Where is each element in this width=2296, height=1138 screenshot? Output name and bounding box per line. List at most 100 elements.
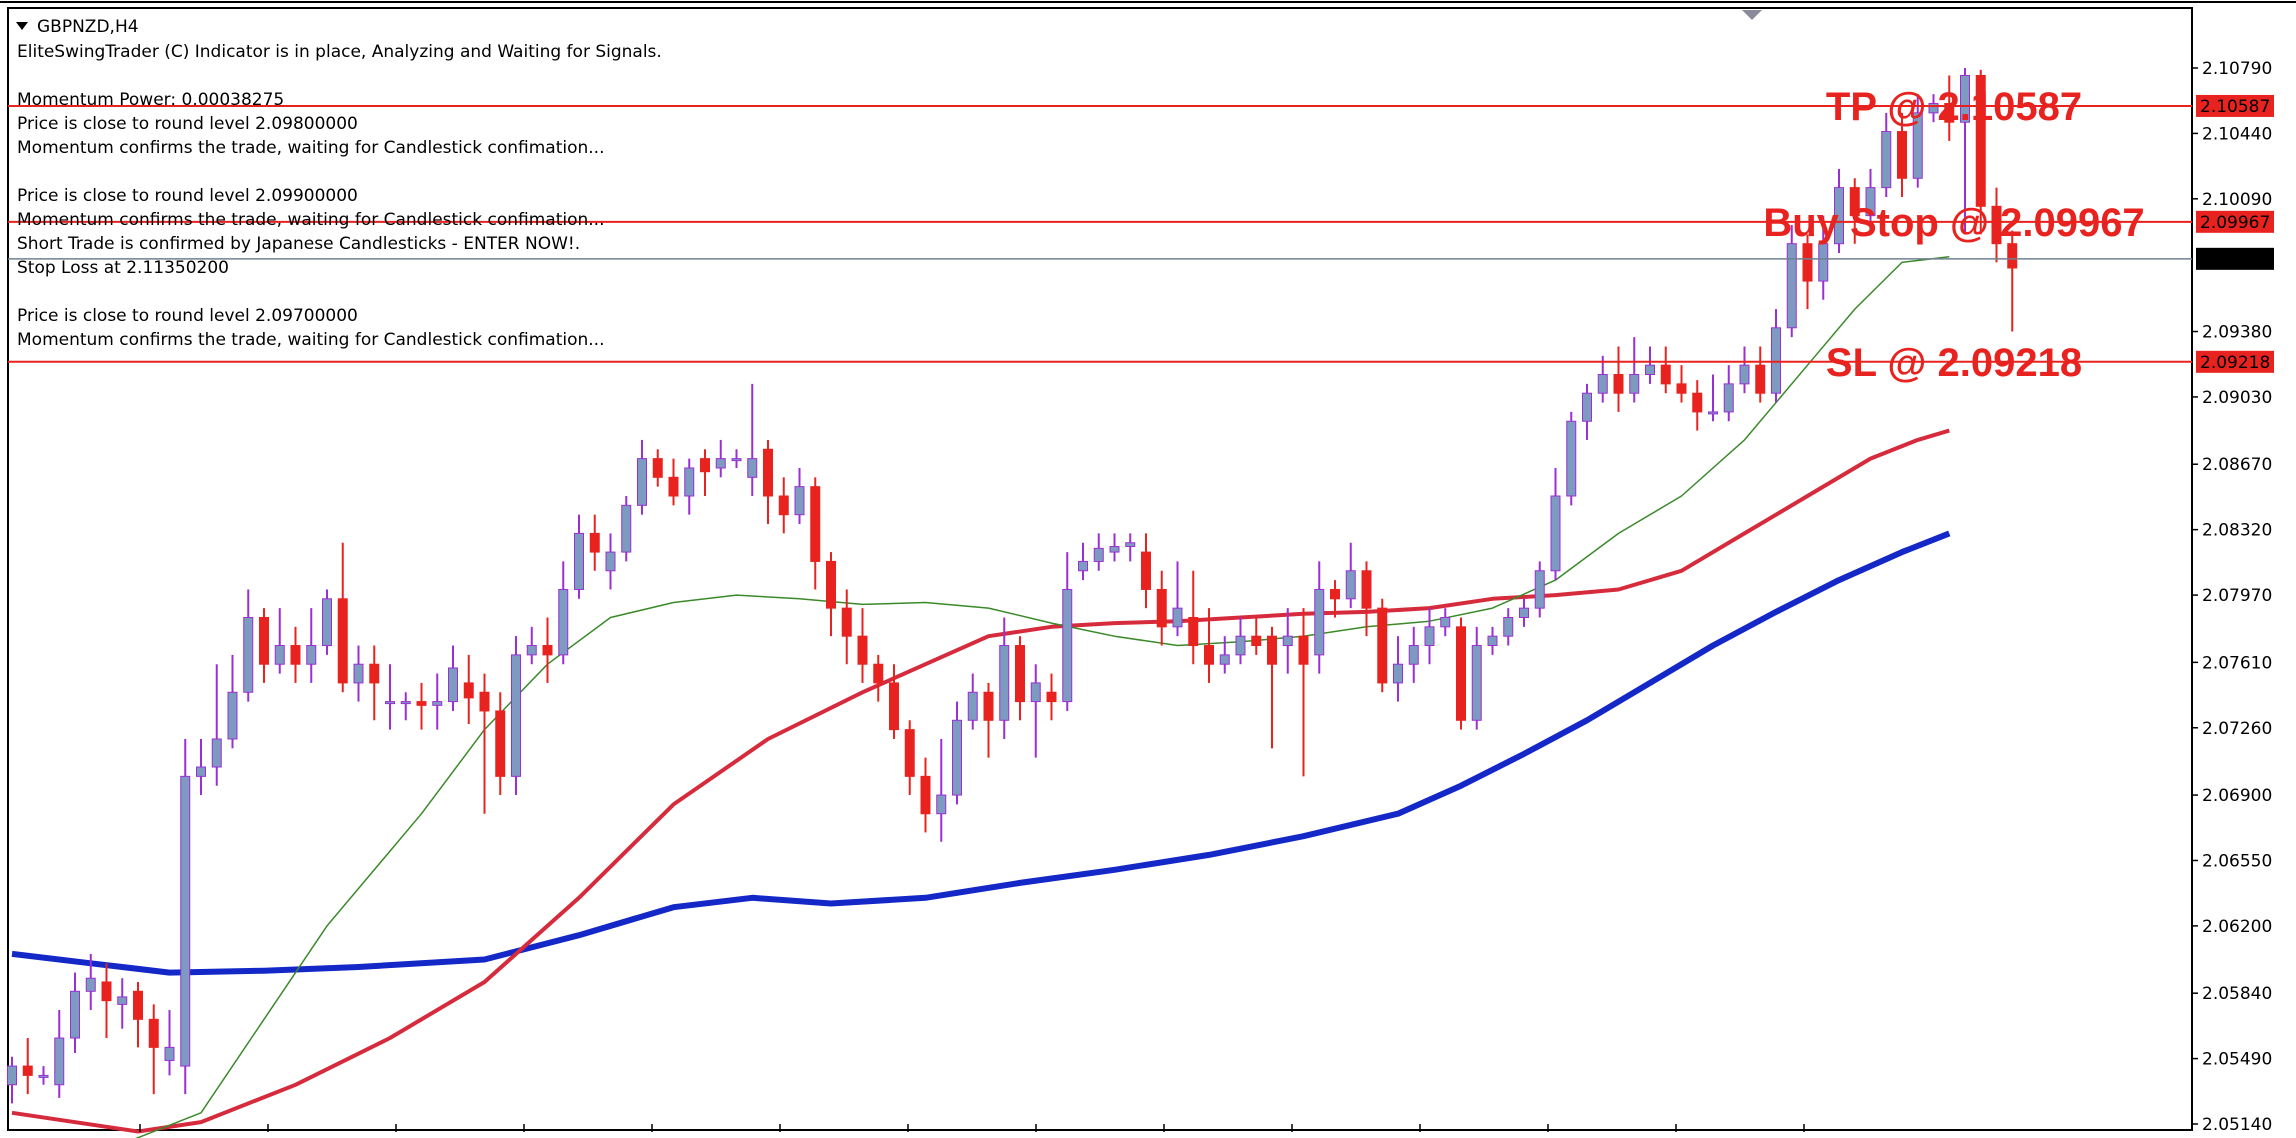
candle-bull [1125,542,1136,547]
y-tick-label: 2.10440 [2202,124,2272,144]
candle-bear [1944,103,1955,123]
y-tick-label: 2.10090 [2202,190,2272,210]
y-tick-label: 2.08670 [2202,455,2272,475]
candle-bull [747,458,758,478]
candle-bear [857,635,868,665]
level-price-tag: 2.09218 [2200,353,2270,373]
candle-bull [7,1065,17,1086]
indicator-message-line: Price is close to round level 2.09800000 [17,114,358,134]
y-tick-label: 2.05840 [2202,984,2272,1004]
candle-bear [1802,243,1813,282]
candle-bull [1172,607,1183,628]
candle-bull [715,458,726,469]
candle-bear [1660,364,1671,385]
candle-bull [1393,663,1403,684]
indicator-message-line: Short Trade is confirmed by Japanese Can… [17,234,580,254]
candle-bull [1566,420,1577,497]
candle-bull [1093,547,1104,562]
indicator-message-line: Momentum confirms the trade, waiting for… [17,210,604,230]
candle-bear [1046,691,1057,703]
candle-bull [70,990,80,1039]
candle-bear [133,990,143,1020]
ma-line-blue [11,530,1951,976]
candle-bull [1062,588,1073,703]
indicator-message-line: Price is close to round level 2.09700000 [17,306,358,326]
candle-bull [999,645,1010,721]
candle-bear [1015,645,1025,703]
scroll-marker-icon[interactable] [1742,10,1762,20]
candle-bull [1818,243,1829,282]
dropdown-triangle-icon[interactable] [16,22,28,30]
indicator-message-line: Momentum confirms the trade, waiting for… [17,330,604,350]
candle-bull [637,458,647,506]
candle-bear [826,560,836,609]
candle-bear [810,486,821,562]
candle-bull [1519,607,1529,618]
candle-bull [85,977,96,992]
current-price-tag: 2.09769 [2200,250,2270,270]
candle-bull [1440,616,1451,628]
y-tick-label: 2.07970 [2202,586,2272,606]
candle-bear [778,495,789,516]
candle-bull [1582,392,1592,422]
candle-bear [259,616,269,665]
candle-bear [841,607,852,637]
moving-average-layer [11,256,1951,1138]
candle-bull [400,701,411,705]
indicator-message-line: Price is close to round level 2.09900000 [17,186,358,206]
y-tick-label: 2.08320 [2202,521,2272,541]
candle-bull [180,775,191,1067]
candle-bull [731,458,742,462]
candle-bear [416,701,427,706]
candle-bear [668,476,679,497]
candle-bear [700,458,710,473]
candle-bear [337,598,348,684]
indicator-message-line: Momentum Power: 0.00038275 [17,90,284,110]
candle-bear [22,1065,33,1076]
candle-bull [967,691,978,721]
candle-bull [1834,187,1844,245]
candle-bear [1141,551,1151,590]
candle-bull [1865,187,1876,217]
candle-bear [1897,131,1907,179]
level-price-tag-bg [2196,350,2274,373]
candle-bull [1424,626,1435,647]
candle-bear [479,691,490,712]
candle-bull [794,486,805,516]
candle-bull [1739,364,1750,385]
candle-bull [1534,570,1545,609]
y-tick-label: 2.06900 [2202,786,2272,806]
candle-bull [526,645,537,656]
candle-bear [1991,205,2002,245]
level-price-tag: 2.10587 [2200,97,2270,117]
candle-bull [322,598,332,647]
candle-bear [1849,187,1860,217]
candle-bull [1960,74,1970,123]
candle-bear [1156,588,1167,628]
symbol-title: GBPNZD,H4 [37,17,139,37]
candle-bear [904,729,915,777]
candle-bear [495,710,506,777]
candle-bear [2007,243,2018,269]
candle-bear [889,682,899,731]
candle-bull [432,701,443,706]
current-price-tag-bg [2196,247,2274,270]
candle-bull [511,654,521,777]
level-price-tag: 2.09967 [2200,213,2270,233]
level-label: TP @ 2.10587 [1826,85,2082,129]
candle-bear [1377,607,1388,684]
candle-bear [1204,645,1214,665]
ma-line-green [135,256,1950,1138]
candle-bull [684,467,695,497]
time-axis-ticks [139,1124,1805,1132]
candle-bear [1613,374,1624,394]
price-axis: 2.10790 2.10440 2.10090 2.09380 2.09030 2.086… [2192,59,2272,1135]
candle-bear [1251,635,1262,647]
y-tick-label: 2.07260 [2202,719,2272,739]
candle-bull [448,667,458,703]
level-label: Buy Stop @ 2.09967 [1763,201,2144,245]
candle-bear [763,448,773,497]
candle-bull [1219,654,1230,665]
candle-bear [589,532,600,553]
